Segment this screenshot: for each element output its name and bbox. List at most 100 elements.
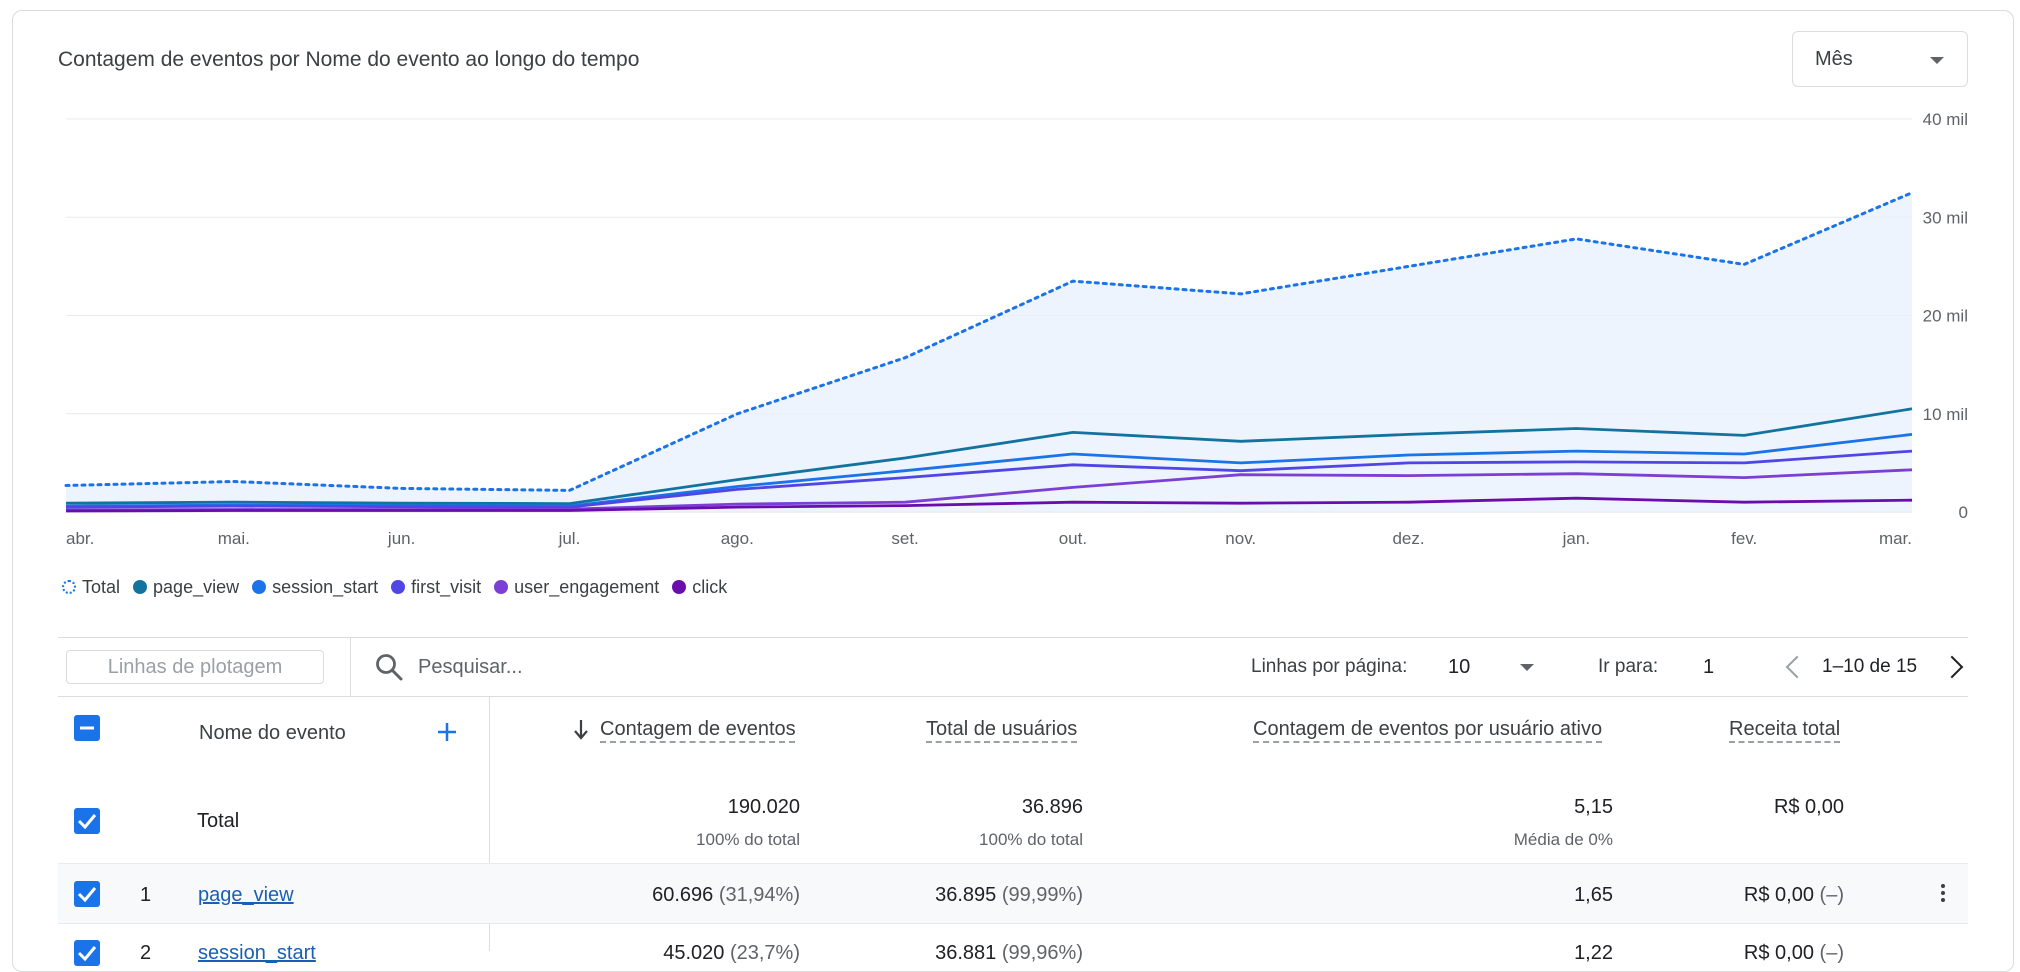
add-dimension-icon[interactable] [437, 722, 457, 742]
x-tick-label: jun. [387, 529, 415, 548]
total-revenue-pct: (–) [1819, 942, 1844, 964]
search-icon [376, 654, 403, 681]
plot-rows-button[interactable]: Linhas de plotagem [66, 650, 324, 684]
legend-label: first_visit [411, 576, 482, 597]
sort-desc-icon[interactable] [572, 718, 590, 740]
chevron-down-icon [1520, 664, 1534, 671]
total-users-value: 36.881 [935, 942, 997, 964]
goto-label: Ir para: [1598, 656, 1659, 677]
header-event-count[interactable]: Contagem de eventos [600, 718, 796, 740]
row-divider [58, 863, 1968, 864]
legend-item[interactable]: page_view [133, 577, 239, 598]
total-revenue-cell: R$ 0,00 (–) [1744, 884, 1844, 907]
x-tick-label: nov. [1225, 529, 1256, 548]
rows-per-page-label: Linhas por página: [1251, 656, 1408, 677]
events-per-user-cell: 1,65 [1574, 884, 1613, 906]
event-count-value: 45.020 [663, 942, 725, 964]
events-per-user-cell: 1,22 [1574, 942, 1613, 964]
toolbar-separator [350, 638, 351, 696]
series-line-first_visit [65, 449, 1913, 509]
total-events-per-user: 5,15 [1574, 796, 1613, 818]
total-revenue-cell: R$ 0,00 (–) [1744, 942, 1844, 965]
total-row-label: Total [197, 810, 240, 832]
legend-label: user_engagement [514, 576, 660, 597]
total-revenue: R$ 0,00 [1773, 796, 1844, 818]
row-checkbox[interactable] [74, 940, 100, 966]
legend-dot-icon [391, 580, 406, 594]
series-line-click [65, 496, 1913, 513]
y-tick-label: 10 mil [1923, 405, 1968, 424]
row-divider [58, 923, 1968, 924]
legend-dot-icon [62, 580, 76, 594]
event-count-pct: (23,7%) [729, 942, 800, 964]
x-tick-label: mai. [218, 529, 250, 548]
total-users-value: 36.895 [935, 884, 997, 906]
y-tick-label: 20 mil [1923, 307, 1968, 326]
legend-dot-icon [672, 580, 687, 594]
series-line-page_view [65, 407, 1913, 506]
row-index: 2 [140, 942, 152, 964]
rows-per-page-select[interactable]: 10 [1440, 648, 1540, 684]
total-users: 36.896 [1021, 796, 1083, 818]
total-row-checkbox[interactable] [74, 808, 100, 834]
legend-item[interactable]: first_visit [391, 577, 481, 598]
series-area-total [66, 192, 1912, 512]
event-count-pct: (31,94%) [718, 884, 800, 906]
legend-item[interactable]: click [672, 577, 727, 598]
row-index: 1 [140, 884, 152, 906]
period-select[interactable]: Mês [1792, 31, 1968, 87]
total-revenue-value: R$ 0,00 [1743, 884, 1814, 906]
check-icon [77, 946, 97, 962]
total-users-cell: 36.881 (99,96%) [935, 942, 1083, 965]
x-tick-label: set. [891, 529, 918, 548]
legend-label: Total [82, 576, 121, 597]
total-users-pct: (99,99%) [1001, 884, 1083, 906]
table-row [58, 864, 1968, 923]
y-tick-label: 0 [1959, 503, 1968, 522]
row-checkbox[interactable] [74, 881, 100, 907]
legend-dot-icon [133, 580, 148, 594]
legend-item[interactable]: Total [62, 577, 120, 598]
more-vert-icon[interactable] [1941, 884, 1945, 905]
event-count-cell: 45.020 (23,7%) [663, 942, 800, 965]
series-line-total [64, 191, 1914, 492]
goto-page-input[interactable]: 1 [1690, 648, 1750, 684]
rows-per-page-value: 10 [1448, 656, 1471, 678]
total-revenue-pct: (–) [1819, 884, 1844, 906]
toolbar-top-divider [58, 637, 1968, 638]
legend-dot-icon [494, 580, 509, 594]
legend-item[interactable]: session_start [252, 577, 378, 598]
legend-label: page_view [153, 576, 240, 597]
legend-item[interactable]: user_engagement [494, 577, 659, 598]
x-tick-label: jan. [1562, 529, 1590, 548]
event-count-cell: 60.696 (31,94%) [652, 884, 800, 907]
x-tick-label: dez. [1392, 529, 1424, 548]
x-tick-label: ago. [721, 529, 754, 548]
x-tick-label: mar. [1879, 529, 1912, 548]
y-tick-label: 40 mil [1923, 110, 1968, 129]
header-event-name[interactable]: Nome do evento [199, 722, 346, 744]
x-tick-label: fev. [1731, 529, 1757, 548]
total-users-pct: (99,96%) [1001, 942, 1083, 964]
total-event-count-sub: 100% do total [696, 830, 800, 849]
event-name-link[interactable]: page_view [198, 884, 294, 906]
period-select-value: Mês [1815, 48, 1853, 70]
chevron-down-icon [1930, 57, 1944, 64]
minus-icon [80, 726, 94, 730]
event-name-link[interactable]: session_start [198, 942, 316, 964]
x-tick-label: abr. [66, 529, 94, 548]
header-total-revenue[interactable]: Receita total [1729, 718, 1841, 740]
check-icon [77, 814, 97, 830]
header-total-users[interactable]: Total de usuários [926, 718, 1078, 740]
pagination-range: 1–10 de 15 [1822, 656, 1918, 677]
select-all-checkbox[interactable] [74, 715, 100, 741]
search-input[interactable] [418, 650, 838, 684]
chart-title: Contagem de eventos por Nome do evento a… [58, 48, 640, 71]
line-chart: 0 10 mil 20 mil 30 mil 40 mil abr. mai. jun. jul… [64, 110, 1968, 548]
x-tick-label: jul. [558, 529, 581, 548]
check-icon [77, 887, 97, 903]
table-column-separator [489, 697, 490, 951]
total-event-count: 190.020 [727, 796, 800, 818]
legend-label: click [692, 576, 728, 597]
header-events-per-user[interactable]: Contagem de eventos por usuário ativo [1253, 718, 1603, 740]
